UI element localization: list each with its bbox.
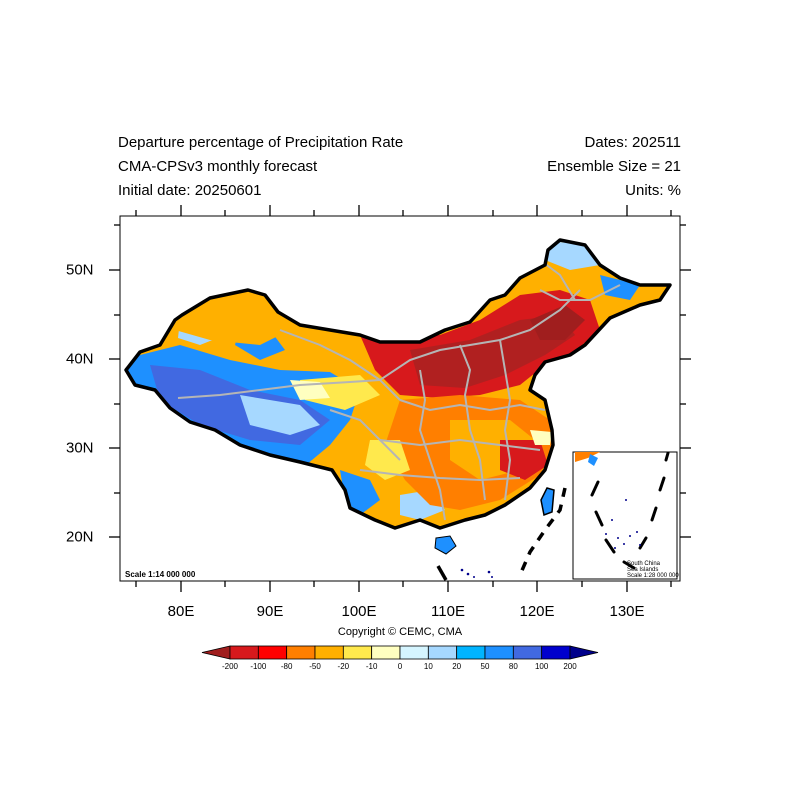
colorbar-label: 0: [397, 662, 403, 671]
inset-label-line2: Sea Islands: [627, 567, 659, 573]
lon-label-110e: 110E: [431, 603, 465, 620]
colorbar-label: 50: [480, 662, 490, 671]
province-boundaries: [177, 259, 621, 521]
map-scale-label: Scale 1:14 000 000: [125, 570, 196, 579]
colorbar-swatch: [399, 645, 429, 660]
colorbar-label: -100: [250, 662, 267, 671]
inset-label-line1: South China: [627, 561, 661, 567]
colorbar-label: -10: [365, 662, 378, 671]
colorbar-swatch: [342, 645, 373, 660]
colorbar-arrow-right: [569, 645, 599, 660]
colorbar-swatch: [512, 645, 543, 660]
colorbar-swatch: [456, 645, 486, 660]
ensemble-size-label: Ensemble Size = 21: [547, 158, 681, 175]
scs-islands-main: [460, 568, 493, 578]
colorbar-swatch: [371, 645, 401, 660]
colorbar-swatch: [541, 645, 571, 660]
precipitation-field: [126, 240, 670, 528]
lon-label-90e: 90E: [256, 603, 284, 620]
taiwan-island: [540, 487, 555, 517]
title-line-3: Initial date: 20250601: [118, 182, 262, 199]
colorbar-label: 10: [423, 662, 433, 671]
colorbar-swatch: [427, 645, 458, 660]
colorbar-label: 20: [452, 662, 462, 671]
colorbar-label: 200: [563, 662, 577, 671]
colorbar-arrow-left: [201, 645, 231, 660]
lat-label-20n: 20N: [66, 528, 94, 546]
lat-label-50n: 50N: [66, 261, 94, 279]
copyright-text: Copyright © CEMC, CMA: [337, 626, 463, 638]
nine-dash-line-segment: [436, 565, 448, 581]
lat-label-40n: 40N: [66, 350, 94, 368]
colorbar: [201, 645, 599, 660]
dates-label: Dates: 202511: [584, 134, 681, 151]
colorbar-swatch: [286, 645, 316, 660]
colorbar-label: -20: [337, 662, 350, 671]
colorbar-swatch: [484, 645, 514, 660]
lon-label-80e: 80E: [167, 603, 195, 620]
lon-label-100e: 100E: [341, 603, 377, 620]
colorbar-swatch: [257, 645, 288, 660]
colorbar-swatch: [314, 645, 344, 660]
lat-label-30n: 30N: [66, 439, 94, 457]
colorbar-label: -80: [280, 662, 293, 671]
hainan-island: [434, 535, 457, 555]
inset-scale-label: Scale 1:28 000 000: [627, 573, 679, 579]
colorbar-label: 100: [534, 662, 549, 671]
colorbar-label: -200: [221, 662, 239, 671]
lon-label-130e: 130E: [609, 603, 645, 620]
colorbar-label: -50: [309, 662, 321, 671]
china-border: [124, 238, 672, 530]
axis-ticks: [109, 205, 691, 592]
units-label: Units: %: [625, 182, 681, 199]
title-line-1: Departure percentage of Precipitation Ra…: [118, 134, 404, 151]
inset-map: [572, 451, 678, 580]
lon-label-120e: 120E: [519, 603, 555, 620]
colorbar-label: 80: [508, 662, 518, 671]
colorbar-swatch: [229, 645, 259, 660]
title-line-2: CMA-CPSv3 monthly forecast: [118, 158, 318, 175]
